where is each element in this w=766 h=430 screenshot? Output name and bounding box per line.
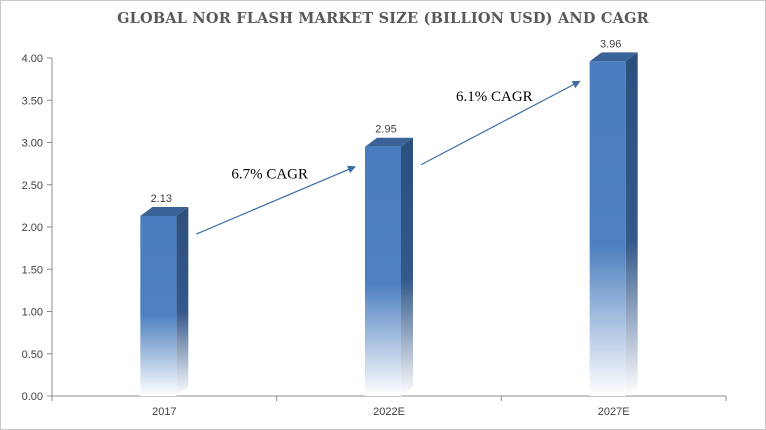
x-tick-label: 2017 [152, 406, 176, 418]
cagr-label: 6.7% CAGR [231, 166, 308, 182]
bar-side-2027E [625, 52, 638, 396]
y-tick-label: 3.00 [22, 138, 43, 150]
cagr-label: 6.1% CAGR [456, 89, 533, 105]
bar-top-2027E [589, 52, 638, 62]
bar-side-2017 [176, 207, 189, 396]
y-tick-label: 3.50 [22, 95, 43, 107]
cagr-arrow [420, 80, 581, 166]
bar-side-2022E [401, 137, 413, 396]
data-label: 2.95 [375, 124, 396, 136]
y-tick-label: 0.50 [22, 349, 43, 361]
x-tick-label: 2022E [373, 406, 405, 418]
bar-2027E [589, 61, 626, 396]
cagr-arrow [196, 165, 356, 235]
data-label: 2.13 [151, 193, 172, 205]
y-tick-label: 2.00 [22, 222, 43, 234]
y-tick-label: 4.00 [22, 53, 43, 65]
data-label: 3.96 [600, 38, 621, 50]
bar-top-2022E [365, 137, 413, 147]
chart-title: GLOBAL NOR FLASH MARKET SIZE (BILLION US… [117, 10, 649, 27]
bar-top-2017 [140, 207, 189, 217]
y-tick-label: 2.50 [22, 180, 43, 192]
x-tick-label: 2027E [598, 406, 630, 418]
bar-2022E [365, 146, 401, 396]
bar-2017 [140, 216, 177, 396]
y-tick-label: 1.50 [22, 264, 43, 276]
y-tick-label: 1.00 [22, 307, 43, 319]
y-tick-label: 0.00 [22, 391, 43, 403]
